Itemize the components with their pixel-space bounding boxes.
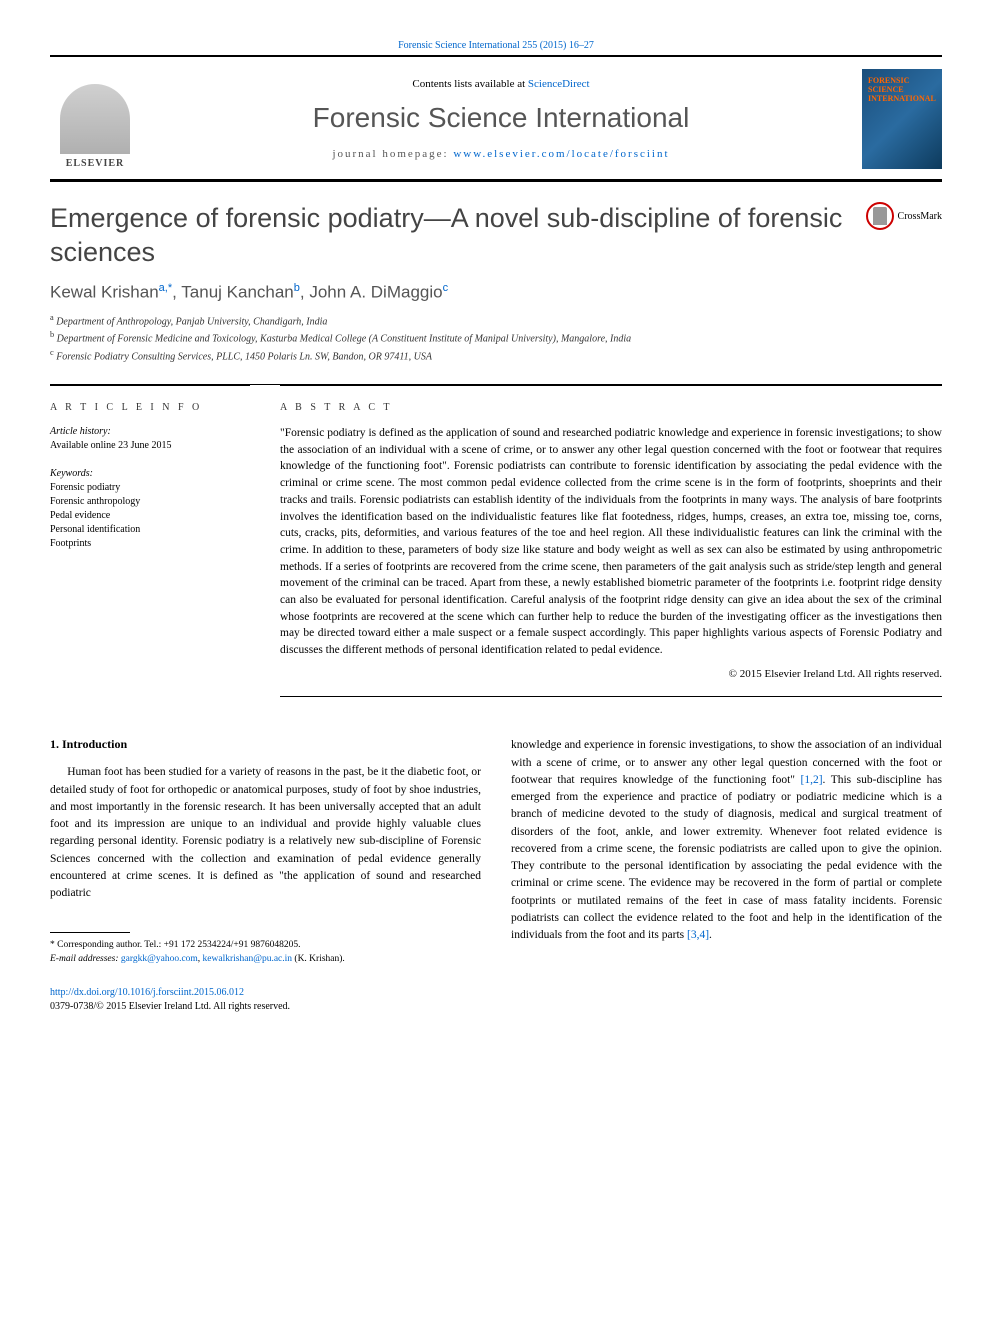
contents-available-line: Contents lists available at ScienceDirec… xyxy=(160,78,842,90)
cover-text: FORENSIC SCIENCE INTERNATIONAL xyxy=(868,77,936,103)
article-info-heading: A R T I C L E I N F O xyxy=(50,402,250,413)
history-text: Available online 23 June 2015 xyxy=(50,439,250,453)
elsevier-tree-icon xyxy=(60,84,130,154)
footnote-separator xyxy=(50,932,130,933)
ref-link-1-2[interactable]: [1,2] xyxy=(800,774,822,786)
elsevier-label: ELSEVIER xyxy=(66,158,125,169)
author-1-affil[interactable]: a, xyxy=(159,282,168,294)
author-2: Tanuj Kanchan xyxy=(181,282,293,301)
keyword-3: Pedal evidence xyxy=(50,509,250,523)
email-line: E-mail addresses: gargkk@yahoo.com, kewa… xyxy=(50,953,481,966)
issn-copyright: 0379-0738/© 2015 Elsevier Ireland Ltd. A… xyxy=(50,1000,481,1014)
ref-link-3-4[interactable]: [3,4] xyxy=(687,929,709,941)
crossmark-label: CrossMark xyxy=(898,211,942,222)
keyword-1: Forensic podiatry xyxy=(50,481,250,495)
body-column-left: 1. Introduction Human foot has been stud… xyxy=(50,737,481,1014)
abstract-text: "Forensic podiatry is defined as the app… xyxy=(280,425,942,697)
body-column-right: knowledge and experience in forensic inv… xyxy=(511,737,942,1014)
top-citation-bar: Forensic Science International 255 (2015… xyxy=(50,40,942,57)
homepage-line: journal homepage: www.elsevier.com/locat… xyxy=(160,148,842,160)
affiliation-c: c Forensic Podiatry Consulting Services,… xyxy=(50,347,942,364)
elsevier-logo: ELSEVIER xyxy=(50,69,140,169)
keyword-5: Footprints xyxy=(50,537,250,551)
author-3: John A. DiMaggio xyxy=(309,282,442,301)
keywords-block: Keywords: Forensic podiatry Forensic ant… xyxy=(50,467,250,551)
journal-cover-thumbnail: FORENSIC SCIENCE INTERNATIONAL xyxy=(862,69,942,169)
keyword-4: Personal identification xyxy=(50,523,250,537)
header-center: Contents lists available at ScienceDirec… xyxy=(160,78,842,160)
keyword-2: Forensic anthropology xyxy=(50,495,250,509)
homepage-link[interactable]: www.elsevier.com/locate/forsciint xyxy=(453,148,669,160)
journal-name: Forensic Science International xyxy=(160,102,842,134)
corr-author-line: * Corresponding author. Tel.: +91 172 25… xyxy=(50,939,481,952)
doi-block: http://dx.doi.org/10.1016/j.forsciint.20… xyxy=(50,986,481,1014)
email-link-1[interactable]: gargkk@yahoo.com xyxy=(121,954,198,964)
article-history: Article history: Available online 23 Jun… xyxy=(50,425,250,453)
affiliation-b: b Department of Forensic Medicine and To… xyxy=(50,329,942,346)
abstract-heading: A B S T R A C T xyxy=(280,402,942,413)
sciencedirect-link[interactable]: ScienceDirect xyxy=(528,78,590,90)
article-info-column: A R T I C L E I N F O Article history: A… xyxy=(50,385,250,697)
author-3-affil[interactable]: c xyxy=(443,282,449,294)
corresponding-author-footnote: * Corresponding author. Tel.: +91 172 25… xyxy=(50,939,481,966)
crossmark-icon xyxy=(866,202,894,230)
email-link-2[interactable]: kewalkrishan@pu.ac.in xyxy=(203,954,292,964)
meta-abstract-row: A R T I C L E I N F O Article history: A… xyxy=(50,384,942,697)
keywords-label: Keywords: xyxy=(50,467,250,481)
title-row: Emergence of forensic podiatry—A novel s… xyxy=(50,202,942,270)
author-1: Kewal Krishan xyxy=(50,282,159,301)
abstract-copyright: © 2015 Elsevier Ireland Ltd. All rights … xyxy=(280,667,942,683)
citation-text[interactable]: Forensic Science International 255 (2015… xyxy=(50,40,942,51)
section-1-heading: 1. Introduction xyxy=(50,737,481,752)
author-list: Kewal Krishana,*, Tanuj Kanchanb, John A… xyxy=(50,282,942,303)
crossmark-badge[interactable]: CrossMark xyxy=(866,202,942,230)
journal-header: ELSEVIER Contents lists available at Sci… xyxy=(50,69,942,182)
doi-link[interactable]: http://dx.doi.org/10.1016/j.forsciint.20… xyxy=(50,987,244,998)
affiliations: a Department of Anthropology, Panjab Uni… xyxy=(50,312,942,364)
intro-para-2: knowledge and experience in forensic inv… xyxy=(511,737,942,944)
history-label: Article history: xyxy=(50,425,250,439)
abstract-column: A B S T R A C T "Forensic podiatry is de… xyxy=(280,385,942,697)
contents-prefix: Contents lists available at xyxy=(412,78,527,90)
affiliation-a: a Department of Anthropology, Panjab Uni… xyxy=(50,312,942,329)
intro-para-1: Human foot has been studied for a variet… xyxy=(50,764,481,902)
body-two-column: 1. Introduction Human foot has been stud… xyxy=(50,737,942,1014)
homepage-prefix: journal homepage: xyxy=(332,148,453,160)
article-title: Emergence of forensic podiatry—A novel s… xyxy=(50,202,846,270)
